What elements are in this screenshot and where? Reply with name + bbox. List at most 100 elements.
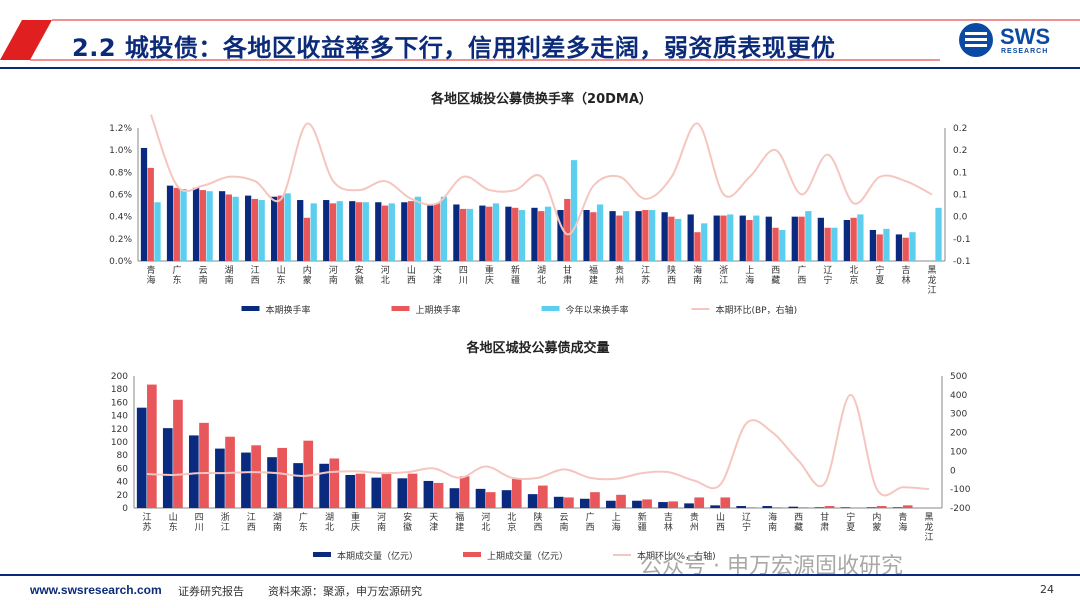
bar-3-甘肃 [570, 160, 578, 261]
x-tick-label: 广西 [797, 264, 806, 286]
y2-tick-label: 0.0 [953, 213, 968, 223]
bar-3-安徽 [362, 202, 369, 261]
bar-2-贵州 [694, 497, 705, 508]
x-tick-label: 内蒙 [872, 511, 881, 533]
bar-1-宁夏 [869, 229, 877, 261]
y-tick-label: 160 [111, 398, 128, 408]
bar-2-安徽 [407, 473, 418, 508]
bar-2-河北 [485, 492, 496, 508]
x-tick-label: 宁夏 [846, 511, 855, 533]
bar-3-上海 [753, 215, 760, 261]
bar-2-吉林 [902, 237, 909, 261]
bar-2-重庆 [486, 206, 493, 261]
y2-tick-label: -200 [950, 504, 971, 514]
y-tick-label: 1.0% [109, 146, 132, 156]
x-tick-label: 江苏 [641, 265, 650, 286]
slide-header: 2.2 城投债：各地区收益率多下行，信用利差多走阔，弱资质表现更优 SWS RE… [0, 0, 1080, 80]
bar-1-浙江 [713, 215, 720, 261]
bar-3-黑龙江 [935, 207, 942, 261]
bar-1-贵州 [684, 503, 694, 508]
bar-2-云南 [564, 497, 574, 508]
legend-label: 今年以来换手率 [566, 304, 629, 316]
bar-2-湖南 [277, 447, 288, 508]
bar-3-广东 [180, 188, 187, 261]
bar-2-甘肃 [564, 198, 571, 261]
legend-label: 本期成交量（亿元） [337, 550, 418, 562]
y-tick-label: 40 [117, 478, 129, 488]
chart-title: 各地区城投公募债换手率（20DMA） [430, 91, 652, 107]
bar-2-云南 [199, 190, 206, 261]
bar-2-山东 [173, 399, 183, 508]
x-tick-label: 安徽 [403, 511, 412, 533]
bar-3-山西 [414, 196, 421, 261]
bar-2-福建 [459, 476, 470, 508]
bar-1-重庆 [345, 475, 356, 508]
bar-2-青海 [902, 505, 913, 508]
footer-report-label: 证券研究报告 [178, 585, 244, 598]
bar-2-辽宁 [746, 507, 757, 508]
bar-2-广西 [590, 492, 600, 508]
slide-title: 2.2 城投债：各地区收益率多下行，信用利差多走阔，弱资质表现更优 [72, 34, 836, 62]
bar-2-天津 [433, 482, 444, 508]
bar-3-贵州 [622, 211, 630, 261]
chart-title: 各地区城投公募债成交量 [465, 340, 609, 356]
legend-label: 本期环比(BP，右轴) [716, 304, 798, 316]
legend-swatch [313, 552, 331, 557]
bar-2-天津 [433, 203, 441, 261]
bar-2-江西 [251, 445, 261, 508]
bar-2-海南 [694, 232, 701, 261]
bar-1-云南 [553, 496, 564, 508]
x-tick-label: 北京 [507, 512, 516, 533]
bar-2-安徽 [355, 202, 363, 261]
x-tick-label: 山西 [407, 265, 416, 286]
y-tick-label: 0.8% [109, 168, 132, 178]
line-series [146, 393, 930, 497]
bar-2-甘肃 [824, 506, 835, 508]
bar-2-山东 [277, 195, 285, 261]
bar-1-湖南 [218, 191, 226, 261]
y2-tick-label: -0.1 [953, 257, 971, 267]
bar-1-海南 [762, 506, 773, 508]
y2-tick-label: 100 [950, 447, 967, 457]
footer-url[interactable]: www.swsresearch.com [30, 583, 162, 597]
bar-1-江苏 [635, 211, 642, 261]
x-tick-label: 山西 [716, 512, 725, 533]
bar-1-陕西 [527, 494, 538, 508]
x-tick-label: 甘肃 [820, 511, 829, 533]
bar-1-广西 [579, 498, 590, 508]
x-tick-label: 河北 [481, 511, 490, 533]
bar-1-宁夏 [840, 507, 851, 508]
bar-2-四川 [460, 208, 467, 261]
bar-1-四川 [453, 204, 460, 261]
bar-1-浙江 [215, 448, 225, 508]
y-tick-label: 140 [111, 412, 128, 422]
bar-3-西藏 [779, 229, 786, 261]
x-tick-label: 吉林 [901, 265, 910, 286]
x-tick-label: 湖南 [273, 512, 282, 533]
bar-1-天津 [423, 480, 434, 508]
bar-2-上海 [616, 494, 626, 508]
bar-3-宁夏 [883, 228, 890, 261]
bar-2-上海 [746, 219, 753, 261]
legend-label: 本期换手率 [266, 304, 311, 316]
bar-1-河南 [371, 477, 382, 508]
x-tick-label: 江西 [251, 265, 260, 286]
bar-1-山西 [401, 202, 408, 261]
bar-1-内蒙 [297, 200, 304, 261]
bar-3-天津 [440, 196, 448, 261]
x-tick-label: 河北 [381, 264, 390, 286]
bar-2-宁夏 [876, 234, 883, 261]
bar-1-天津 [427, 204, 434, 261]
bar-2-湖北 [538, 211, 545, 261]
bar-2-吉林 [668, 501, 678, 508]
y-tick-label: 0.4% [109, 213, 132, 223]
x-tick-label: 辽宁 [742, 512, 751, 533]
y-tick-label: 80 [117, 451, 129, 461]
x-tick-label: 天津 [429, 513, 438, 533]
x-tick-label: 西藏 [771, 265, 780, 286]
legend-swatch [391, 306, 410, 311]
bar-2-江苏 [642, 210, 649, 261]
bar-1-青海 [892, 507, 903, 508]
logo-subtext: RESEARCH [1001, 48, 1049, 55]
bar-1-西藏 [765, 216, 772, 261]
